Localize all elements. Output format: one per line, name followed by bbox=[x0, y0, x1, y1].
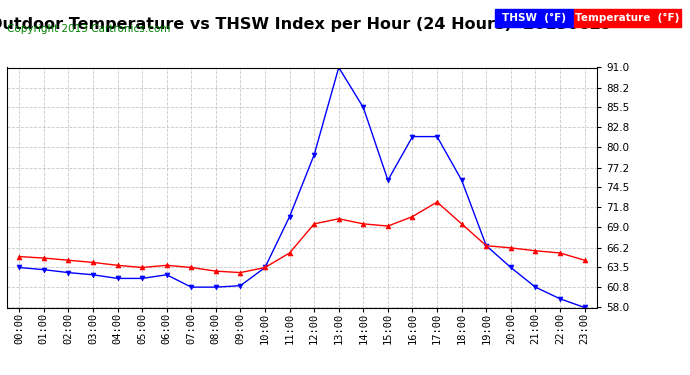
Text: Outdoor Temperature vs THSW Index per Hour (24 Hours)  20130629: Outdoor Temperature vs THSW Index per Ho… bbox=[0, 17, 611, 32]
Text: Copyright 2013 Cartronics.com: Copyright 2013 Cartronics.com bbox=[7, 24, 170, 34]
Text: THSW  (°F): THSW (°F) bbox=[502, 13, 566, 23]
Text: Temperature  (°F): Temperature (°F) bbox=[575, 13, 680, 23]
